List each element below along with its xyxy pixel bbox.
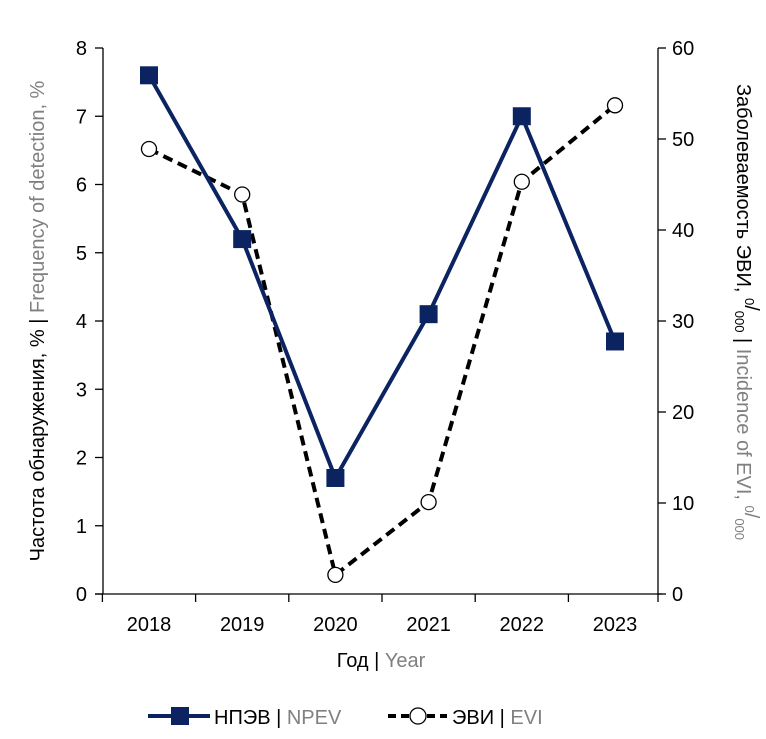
legend-evi-marker [409, 707, 427, 725]
y-left-tick-label: 7 [76, 106, 87, 128]
y-right-tick-label: 60 [672, 38, 694, 60]
series-evi-point [140, 140, 158, 158]
legend: НПЭВ | NPEV ЭВИ | EVI [148, 707, 543, 729]
x-axis-title-primary: Год [337, 650, 369, 672]
y-right-tick-label: 10 [672, 493, 694, 515]
y-left-tick-label: 5 [76, 243, 87, 265]
y-left-tick-label: 4 [76, 311, 87, 333]
y-left-tick-label: 8 [76, 38, 87, 60]
series-npev-point [233, 230, 252, 249]
x-axis-title-secondary: Year [385, 650, 426, 672]
y-axis-right-title-primary: Заболеваемость ЭВИ, [732, 84, 754, 298]
y-left-tick-label: 1 [76, 516, 87, 538]
legend-npev-label: НПЭВ | NPEV [214, 707, 342, 729]
y-right-tick-label: 40 [672, 220, 694, 242]
y-axis-right-title-unit-sup: 0 [742, 298, 757, 305]
y-right-tick-label: 50 [672, 129, 694, 151]
series-npev-point [140, 66, 158, 85]
axes: 0 1 2 3 4 5 6 7 8 0 10 20 30 40 50 60 2018 2019 2020 2021 20… [76, 38, 694, 636]
x-tick-label: 2019 [220, 614, 265, 636]
legend-item-evi: ЭВИ | EVI [388, 707, 543, 729]
y-left-tick-label: 6 [76, 175, 87, 197]
series-npev-line [147, 74, 617, 483]
y-left-tick-label: 0 [76, 584, 87, 606]
series-npev-point [326, 468, 345, 487]
x-tick-label: 2020 [313, 614, 358, 636]
x-tick-label: 2022 [500, 614, 545, 636]
y-axis-right-title-secondary: Incidence of EVI, [732, 349, 754, 506]
y-axis-left-title-secondary: Frequency of detection, % [27, 80, 49, 313]
y-left-tick-label: 2 [76, 448, 87, 470]
series-npev-point [419, 305, 438, 324]
legend-item-npev: НПЭВ | NPEV [148, 707, 342, 729]
x-axis-title-separator: | [369, 650, 385, 672]
series-npev-point [512, 107, 531, 126]
x-tick-label: 2023 [593, 614, 638, 636]
y-left-tick-label: 3 [76, 379, 87, 401]
legend-npev-marker [171, 707, 189, 725]
series-npev-point [606, 332, 624, 351]
legend-evi-label: ЭВИ | EVI [452, 707, 543, 729]
series-evi-point [234, 186, 251, 203]
y-axis-left-title-separator: | [27, 313, 49, 329]
series-evi [140, 97, 624, 584]
y-axis-right-title-unit-sub: 000 [732, 311, 747, 333]
series-evi-point [327, 566, 344, 584]
y-axis-left-title-primary: Частота обнаружения, % [27, 329, 49, 561]
y-axis-left-title: Частота обнаружения, % | Frequency of de… [27, 80, 49, 561]
series-npev [140, 66, 624, 487]
series-evi-line [148, 103, 617, 579]
y-right-tick-label: 20 [672, 402, 694, 424]
y-right-tick-label: 0 [672, 584, 683, 606]
y-axis-right-title: Заболеваемость ЭВИ, 0/000 | Incidence of… [732, 84, 762, 540]
y-right-tick-label: 30 [672, 311, 694, 333]
series-evi-point [606, 97, 624, 114]
series-evi-point [513, 173, 530, 190]
x-tick-label: 2021 [406, 614, 451, 636]
x-axis-title: Год | Year [337, 650, 426, 672]
y-axis-right-title-separator: | [732, 332, 754, 348]
series-evi-point [420, 493, 437, 511]
x-tick-label: 2018 [127, 614, 172, 636]
